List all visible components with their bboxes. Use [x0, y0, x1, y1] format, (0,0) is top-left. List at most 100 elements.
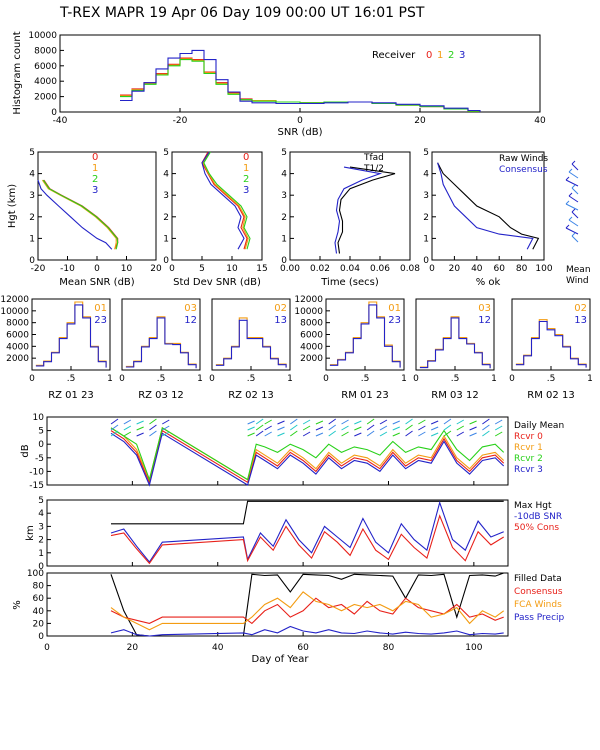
mean-wind-barb: [568, 219, 579, 227]
daily-mean-ytick-label: 0: [38, 440, 44, 450]
std-snr-xtick-label: 10: [226, 264, 238, 274]
histogram-xtick-label: 20: [414, 116, 426, 126]
histogram-ytick-label: 6000: [34, 62, 57, 72]
daily-mean-wind-barb: [149, 424, 157, 431]
mean-wind-barb-flag: [568, 168, 573, 173]
pct-ok-ytick-label: 4: [423, 170, 429, 180]
std-snr-xtick-label: 15: [256, 264, 267, 274]
daily-mean-wind-barb: [405, 418, 413, 425]
daily-mean-wind-barb: [354, 420, 362, 425]
height-legend-0: Max Hgt: [514, 501, 552, 511]
pct-legend-0: Filled Data: [514, 574, 562, 584]
tfad-legend-thalf: T1/2: [363, 164, 384, 174]
mean-snr-ytick-label: 2: [29, 213, 35, 223]
daily-mean-wind-barb: [494, 431, 503, 437]
pct-ok-legend-cons: Consensus: [499, 165, 548, 175]
daily-mean-wind-barb: [277, 426, 285, 431]
ratio-panel-label: RZ 02 13: [228, 390, 274, 401]
mean-wind-barb-flag: [571, 160, 576, 165]
daily-mean-wind-barb: [418, 431, 426, 437]
daily-mean-wind-barb: [136, 420, 144, 425]
mean-wind-label-2: Wind: [566, 276, 589, 286]
histogram-legend-entry-2: 2: [448, 50, 454, 61]
ratio-series-13: [215, 319, 287, 368]
pct-legend-3: Pass Precip: [514, 613, 565, 623]
ratio-xtick-label: 1: [287, 374, 293, 384]
daily-mean-wind-barb: [264, 419, 272, 425]
height-ytick-label: 4: [38, 509, 44, 519]
std-snr-series-3: [201, 151, 245, 250]
std-snr-xlabel: Std Dev SNR (dB): [173, 277, 261, 288]
ratio-legend-b: 12: [184, 315, 197, 326]
daily-mean-wind-barb: [494, 419, 503, 425]
pct-series-Consensus: [110, 597, 504, 625]
std-snr-ytick-label: 1: [163, 234, 169, 244]
mean-snr-xtick-label: 0: [94, 264, 100, 274]
figure-title: T-REX MAPR 19 Apr 06 Day 109 00:00 UT 16…: [59, 5, 425, 21]
daily-mean-wind-barb: [354, 426, 362, 431]
ratio-xtick-label: 1: [491, 374, 497, 384]
ratio-xtick-label: 0: [119, 374, 125, 384]
tfad-xlabel: Time (secs): [320, 277, 379, 288]
pct-ok-ytick-label: 1: [423, 234, 429, 244]
pct-legend-2: FCA Winds: [514, 600, 562, 610]
histogram-legend-entry-1: 1: [437, 50, 443, 61]
pct-ok-xtick-label: 80: [516, 264, 528, 274]
daily-mean-wind-barb: [366, 418, 375, 425]
ratio-legend-a: 01: [94, 303, 107, 314]
mean-wind-barb: [568, 195, 579, 203]
daily-mean-ytick-label: 5: [38, 427, 44, 437]
mean-snr-series-2: [42, 179, 119, 250]
daily-mean-wind-barb: [123, 419, 132, 425]
pct-ok-ytick-label: 0: [423, 256, 429, 266]
daily-mean-wind-barb: [315, 426, 324, 431]
ratio-ytick-label: 2000: [300, 354, 323, 364]
daily-mean-ytick-label: -5: [35, 454, 44, 464]
pct-ok-xtick-label: 100: [535, 264, 552, 274]
ratio-legend-b: 13: [274, 315, 287, 326]
daily-mean-wind-barb: [110, 424, 119, 431]
ratio-ytick-label: 10000: [0, 307, 29, 317]
ratio-legend-b: 13: [574, 315, 587, 326]
height-series-Max-Hgt: [111, 500, 504, 525]
ratio-legend-b: 12: [478, 315, 491, 326]
daily-mean-wind-barb: [392, 426, 400, 431]
daily-mean-wind-barb: [162, 431, 170, 437]
histogram-ytick-label: 2000: [34, 93, 57, 103]
pct-ok-xtick-label: 40: [471, 264, 483, 274]
mean-snr-legend-0: 0: [92, 152, 98, 163]
mean-wind-barb: [571, 187, 579, 195]
height-ytick-label: 3: [38, 522, 44, 532]
daily-mean-wind-barb: [315, 420, 324, 425]
mean-snr-ytick-label: 4: [29, 170, 35, 180]
height-ylabel: km: [25, 525, 36, 541]
pct-xtick-label: 100: [465, 643, 482, 653]
mean-snr-series-3: [37, 179, 113, 250]
pct-ok-ytick-label: 2: [423, 213, 429, 223]
ratio-ytick-label: 12000: [0, 295, 29, 305]
tfad-xtick-label: 0.02: [310, 264, 330, 274]
mean-snr-ytick-label: 5: [29, 148, 35, 158]
height-frame: [46, 499, 509, 567]
std-snr-series-0: [201, 151, 248, 250]
ratio-legend-a: 02: [574, 303, 587, 314]
ratio-ytick-label: 12000: [294, 295, 323, 305]
mean-wind-barb-flag: [565, 176, 570, 181]
ratio-ytick-label: 10000: [294, 307, 323, 317]
daily-mean-series-Rcvr-2: [110, 427, 505, 482]
daily-mean-wind-barb: [315, 432, 324, 437]
mean-wind-barb-flag: [565, 224, 570, 229]
daily-mean-wind-barb: [290, 430, 298, 437]
daily-mean-wind-barb: [418, 425, 426, 431]
std-snr-ytick-label: 4: [163, 170, 169, 180]
mean-snr-xtick-label: 20: [150, 264, 162, 274]
std-snr-legend-0: 0: [243, 152, 249, 163]
pct-xtick-label: 40: [212, 643, 224, 653]
ratio-ytick-label: 2000: [6, 354, 29, 364]
ratio-ytick-label: 4000: [6, 342, 29, 352]
height-ytick-label: 1: [38, 549, 44, 559]
daily-mean-legend-1: Rcvr 0: [514, 432, 543, 442]
daily-mean-wind-barb: [302, 431, 311, 437]
daily-mean-wind-barb: [392, 420, 400, 425]
